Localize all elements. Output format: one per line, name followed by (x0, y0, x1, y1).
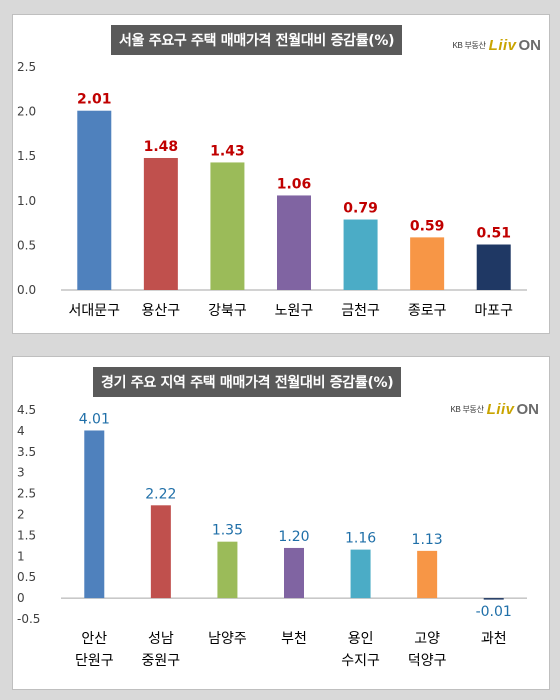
y-tick-label: 0.5 (17, 238, 36, 252)
x-category-label: 과천 (481, 631, 507, 647)
data-label: 1.35 (212, 523, 243, 539)
y-tick-label: 1.0 (17, 194, 36, 208)
data-label: 1.06 (277, 176, 312, 192)
x-category-label: 안산 (81, 631, 107, 647)
y-tick-label: 2.5 (17, 487, 36, 501)
data-label: 1.20 (278, 529, 309, 545)
y-tick-label: 4.5 (17, 403, 36, 417)
gyeonggi-chart-panel: 경기 주요 지역 주택 매매가격 전월대비 증감률(%) KB 부동산 Liiv… (12, 356, 550, 690)
bar (284, 547, 304, 599)
bar (343, 219, 378, 290)
x-category-label: 남양주 (208, 631, 247, 647)
logo-liiv-text: Liiv (486, 401, 515, 418)
bar (143, 157, 178, 290)
bar (150, 505, 171, 599)
data-label: 4.01 (79, 411, 110, 427)
x-category-label: 금천구 (341, 303, 380, 319)
bar (350, 549, 371, 599)
kb-liiv-on-logo: KB 부동산 Liiv ON (450, 401, 539, 418)
x-category-label: 용인 (348, 631, 374, 647)
seoul-bar-chart: 0.0 0.5 1.0 1.5 2.0 2.5 2.01 서대문구 1.48 용산구 1.43 강북구… (17, 60, 527, 319)
x-category-label: 수지구 (341, 653, 380, 669)
data-label: 1.48 (144, 139, 179, 155)
bar (217, 541, 238, 599)
y-tick-label: 1.5 (17, 149, 36, 163)
x-category-label: 중원구 (142, 653, 181, 669)
bar (476, 244, 511, 290)
y-tick-label: 3 (17, 466, 25, 480)
data-label: 2.01 (77, 92, 112, 108)
x-category-label: 서대문구 (69, 303, 121, 319)
y-tick-label: 1 (17, 549, 25, 563)
bar (483, 598, 504, 600)
x-category-label: 단원구 (75, 653, 114, 669)
x-category-label: 노원구 (275, 303, 314, 319)
data-label: 0.79 (343, 201, 378, 217)
y-tick-label: 2 (17, 508, 25, 522)
bar (210, 162, 245, 290)
y-tick-label: 0 (17, 591, 25, 605)
x-category-label: 마포구 (474, 303, 513, 319)
data-label: 1.16 (345, 531, 376, 547)
x-category-label: 고양 (414, 631, 440, 647)
y-tick-label: 2.0 (17, 105, 36, 119)
y-tick-label: 3.5 (17, 445, 36, 459)
data-label: 2.22 (145, 486, 176, 502)
logo-kb-text: KB 부동산 (450, 405, 484, 414)
y-tick-label: 2.5 (17, 60, 36, 74)
chart-title: 경기 주요 지역 주택 매매가격 전월대비 증감률(%) (93, 367, 402, 397)
x-category-label: 용산구 (142, 303, 181, 319)
bar (77, 110, 112, 290)
bar (410, 237, 445, 290)
logo-liiv-text: Liiv (488, 37, 517, 54)
y-tick-label: 0.0 (17, 283, 36, 297)
x-category-label: 종로구 (408, 303, 447, 319)
x-category-label: 부천 (281, 631, 307, 647)
y-tick-label: 0.5 (17, 570, 36, 584)
x-category-label: 덕양구 (408, 653, 447, 669)
kb-liiv-on-logo: KB 부동산 Liiv ON (452, 37, 541, 54)
logo-on-text: ON (516, 401, 540, 418)
logo-on-text: ON (518, 37, 542, 54)
chart-title: 서울 주요구 주택 매매가격 전월대비 증감률(%) (111, 25, 403, 55)
bar (84, 430, 105, 599)
bar (277, 195, 311, 290)
logo-kb-text: KB 부동산 (452, 41, 486, 50)
x-category-label: 성남 (148, 631, 174, 647)
y-tick-label: 4 (17, 424, 25, 438)
data-label: 0.51 (476, 226, 511, 242)
bar (417, 550, 438, 599)
seoul-chart-panel: 서울 주요구 주택 매매가격 전월대비 증감률(%) KB 부동산 Liiv O… (12, 14, 550, 334)
y-tick-label: 1.5 (17, 528, 36, 542)
x-category-label: 강북구 (208, 303, 247, 319)
data-label: 0.59 (410, 218, 445, 234)
y-tick-label: -0.5 (17, 612, 40, 626)
data-label: 1.13 (412, 532, 443, 548)
data-label: 1.43 (210, 143, 245, 159)
data-label: -0.01 (476, 604, 512, 620)
